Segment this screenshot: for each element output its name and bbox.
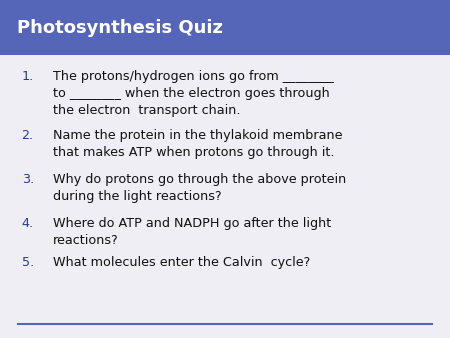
Text: 3.: 3. (22, 173, 34, 186)
Text: Photosynthesis Quiz: Photosynthesis Quiz (17, 19, 223, 37)
Text: What molecules enter the Calvin  cycle?: What molecules enter the Calvin cycle? (53, 256, 310, 269)
Text: Name the protein in the thylakoid membrane
that makes ATP when protons go throug: Name the protein in the thylakoid membra… (53, 129, 342, 160)
Text: The protons/hydrogen ions go from ________
to ________ when the electron goes th: The protons/hydrogen ions go from ______… (53, 70, 334, 117)
Text: 4.: 4. (22, 217, 34, 230)
Text: 1.: 1. (22, 70, 34, 83)
Text: Where do ATP and NADPH go after the light
reactions?: Where do ATP and NADPH go after the ligh… (53, 217, 331, 247)
FancyBboxPatch shape (0, 0, 450, 55)
Text: 5.: 5. (22, 256, 34, 269)
Text: 2.: 2. (22, 129, 34, 142)
Text: Why do protons go through the above protein
during the light reactions?: Why do protons go through the above prot… (53, 173, 346, 203)
